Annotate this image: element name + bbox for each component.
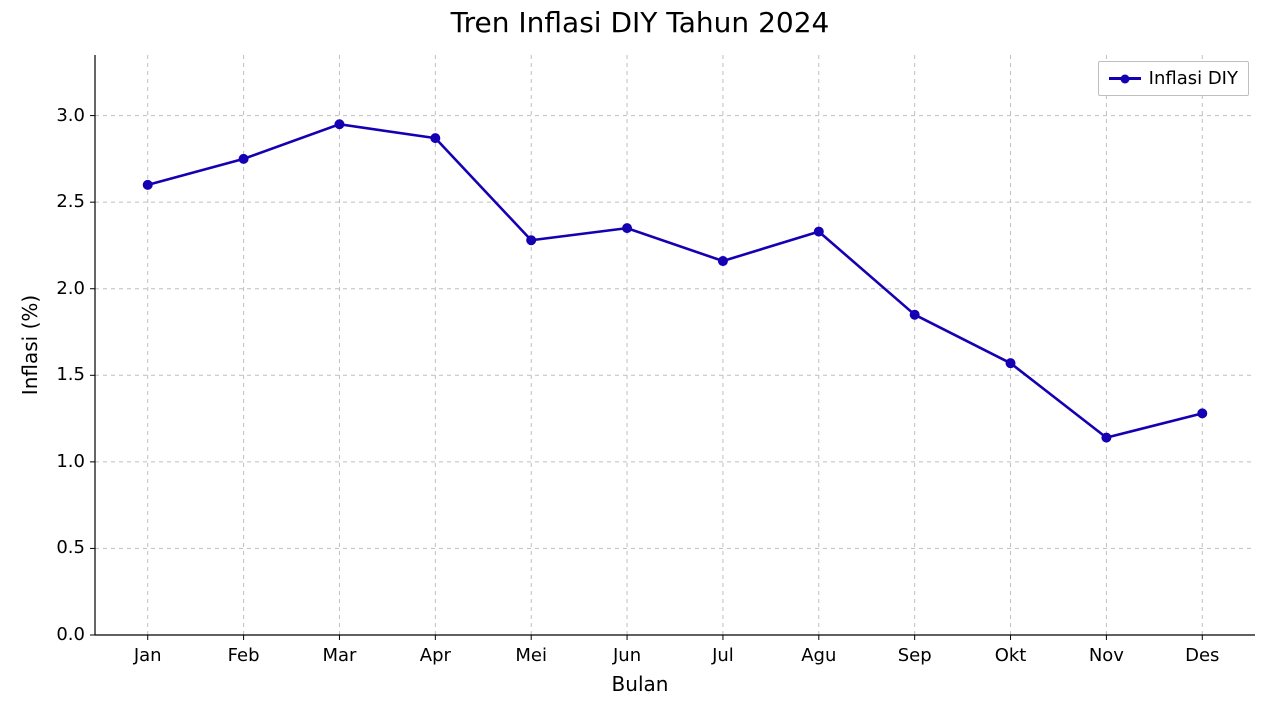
legend-series-line xyxy=(1109,77,1141,80)
x-tick-label: Nov xyxy=(1089,645,1124,666)
legend-series-label: Inflasi DIY xyxy=(1149,68,1238,89)
y-tick-label: 2.0 xyxy=(35,278,85,299)
y-tick-label: 0.0 xyxy=(35,624,85,645)
x-tick-label: Agu xyxy=(801,645,836,666)
x-tick-label: Sep xyxy=(898,645,932,666)
legend-series-marker xyxy=(1120,74,1129,83)
x-tick-label: Feb xyxy=(228,645,260,666)
x-tick-label: Jan xyxy=(134,645,162,666)
x-axis-label: Bulan xyxy=(0,672,1280,696)
chart-container: Tren Inflasi DIY Tahun 2024 0.00.51.01.5… xyxy=(0,0,1280,714)
x-tick-label: Des xyxy=(1185,645,1219,666)
y-tick-label: 2.5 xyxy=(35,191,85,212)
x-tick-label: Jun xyxy=(613,645,641,666)
x-tick-label: Mar xyxy=(322,645,356,666)
y-axis-label: Inflasi (%) xyxy=(18,285,42,405)
y-tick-label: 0.5 xyxy=(35,537,85,558)
y-tick-label: 1.0 xyxy=(35,451,85,472)
plot-area xyxy=(0,0,1280,714)
y-tick-label: 1.5 xyxy=(35,364,85,385)
x-tick-label: Okt xyxy=(995,645,1027,666)
x-tick-label: Mei xyxy=(515,645,547,666)
y-tick-label: 3.0 xyxy=(35,105,85,126)
x-tick-label: Apr xyxy=(420,645,451,666)
legend: Inflasi DIY xyxy=(1098,61,1249,96)
x-tick-label: Jul xyxy=(712,645,734,666)
